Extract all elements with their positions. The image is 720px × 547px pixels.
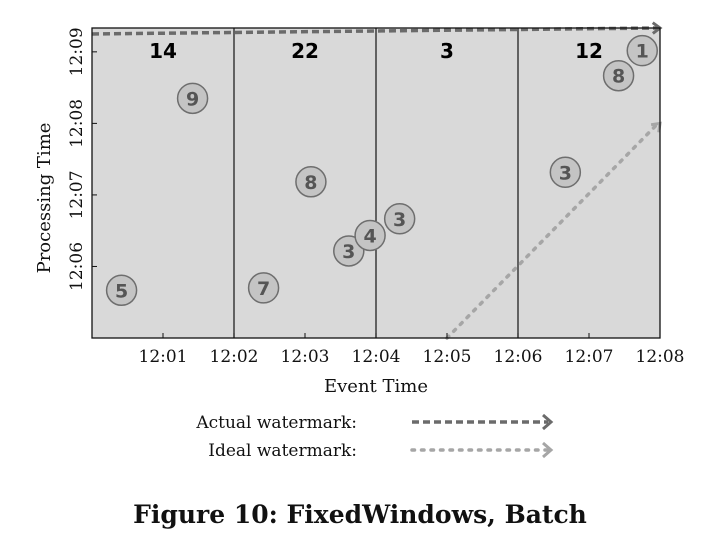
y-tick-label: 12:08 — [67, 99, 87, 148]
data-point-label: 3 — [559, 162, 572, 184]
window-total: 22 — [291, 39, 319, 63]
data-point — [105, 274, 138, 307]
data-point-label: 3 — [342, 241, 355, 263]
legend-arrowhead — [542, 441, 554, 459]
data-point-label: 8 — [612, 66, 625, 88]
ideal-watermark-line — [445, 121, 660, 340]
window-total: 12 — [575, 39, 603, 63]
actual-watermark-line — [91, 26, 659, 36]
data-point-label: 9 — [186, 88, 199, 110]
window-total: 14 — [149, 39, 177, 63]
legend-label: Actual watermark: — [195, 413, 357, 433]
data-point — [247, 272, 280, 304]
x-tick-label: 12:07 — [565, 347, 614, 367]
x-tick-label: 12:01 — [139, 347, 188, 367]
data-point-label: 5 — [115, 280, 128, 302]
x-tick-label: 12:05 — [423, 347, 472, 367]
x-axis-title: Event Time — [324, 376, 428, 397]
figure-caption: Figure 10: FixedWindows, Batch — [133, 500, 587, 529]
data-point — [354, 219, 386, 252]
data-point — [549, 156, 582, 189]
data-point — [176, 82, 209, 115]
data-point-label: 7 — [257, 278, 270, 300]
data-point — [602, 59, 635, 92]
x-tick-label: 12:06 — [494, 347, 543, 367]
data-point-label: 1 — [636, 41, 649, 63]
data-point — [333, 235, 365, 267]
legend-arrowhead — [542, 413, 554, 431]
data-point — [626, 34, 658, 67]
x-tick-label: 12:03 — [281, 347, 330, 367]
data-point — [383, 203, 416, 235]
x-tick-label: 12:04 — [352, 347, 401, 367]
y-tick-label: 12:07 — [67, 170, 87, 219]
y-tick-label: 12:06 — [67, 242, 87, 291]
window-total: 3 — [440, 39, 454, 63]
data-point-label: 3 — [393, 209, 406, 231]
data-point-label: 8 — [304, 172, 317, 194]
y-axis-title: Processing Time — [34, 123, 55, 274]
y-tick-label: 12:09 — [67, 27, 87, 76]
legend-label: Ideal watermark: — [208, 441, 357, 461]
x-tick-label: 12:02 — [210, 347, 259, 367]
data-point — [295, 166, 327, 198]
data-point-label: 4 — [363, 225, 376, 247]
x-tick-label: 12:08 — [636, 347, 685, 367]
